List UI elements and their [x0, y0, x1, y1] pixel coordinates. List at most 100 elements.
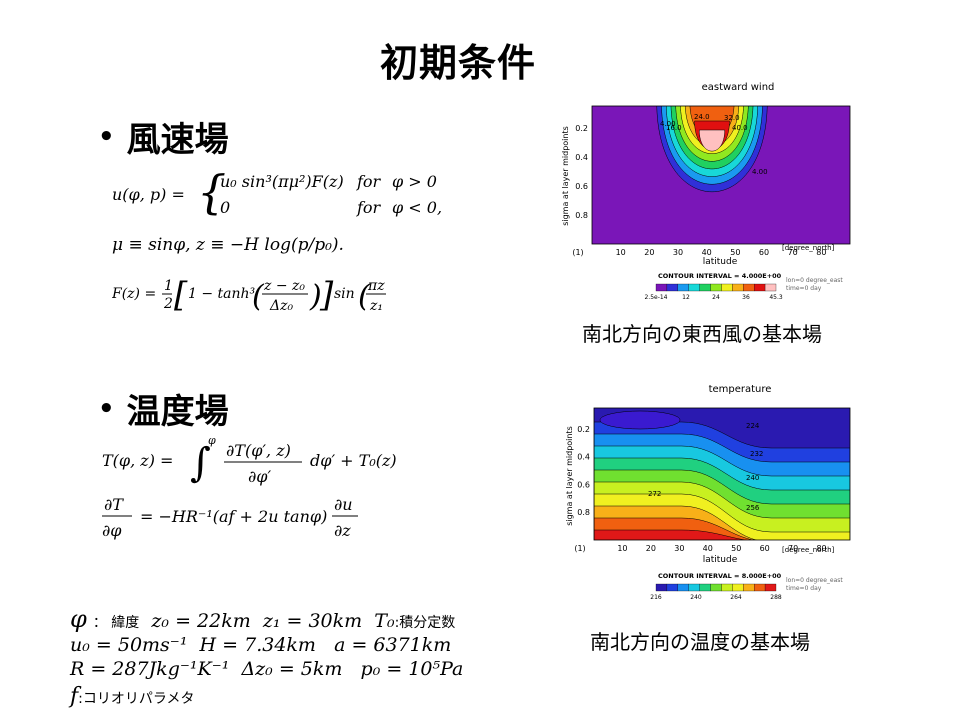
svg-text:T(φ, z) =: T(φ, z) = [102, 451, 173, 470]
svg-text:∂φ′: ∂φ′ [248, 467, 271, 486]
x-tick-label: 10 [617, 544, 627, 553]
colorbar-swatch [710, 283, 722, 292]
svg-text:∂u: ∂u [334, 495, 353, 514]
colorbar-swatch [732, 583, 744, 592]
svg-text:z − z₀: z − z₀ [263, 278, 305, 294]
param-phi: φ [70, 605, 87, 633]
colorbar-label: 216 [650, 594, 662, 601]
x-axis-label: latitude [703, 555, 738, 565]
svg-text:∂T(φ′, z): ∂T(φ′, z) [226, 441, 291, 460]
param-p0: p₀ = 10⁵Pa [360, 658, 464, 680]
colorbar-swatch [743, 283, 755, 292]
colorbar-swatch [732, 283, 744, 292]
colorbar-label: 288 [770, 594, 782, 601]
svg-text:πz: πz [367, 278, 385, 294]
plot-frame [591, 105, 851, 245]
bullet-wind-label: 風速場 [126, 120, 229, 160]
param-z0: z₀ = 22km [151, 610, 251, 632]
svg-text:for: for [356, 198, 382, 217]
colorbar-swatch [754, 583, 766, 592]
bullet-dot: • [98, 393, 115, 424]
param-H: H = 7.34km [199, 634, 316, 656]
svg-text:Δz₀: Δz₀ [269, 298, 293, 314]
svg-text:0: 0 [220, 198, 230, 217]
colorbar-swatch [699, 283, 711, 292]
equation-mu-svg: μ ≡ sinφ, z ≡ −H log(p/p₀). [112, 235, 344, 255]
x-tick-label: 30 [674, 544, 684, 553]
y-tick-label: 0.6 [575, 182, 588, 191]
colorbar-label: 2.5e-14 [644, 294, 667, 301]
param-row-3: R = 287Jkg⁻¹K⁻¹ Δz₀ = 5km p₀ = 10⁵Pa [70, 658, 463, 680]
colorbar-swatch [710, 583, 722, 592]
param-T0-label: :積分定数 [394, 615, 456, 631]
meta-time: time=0 day [786, 585, 822, 592]
svg-text:1: 1 [164, 278, 173, 294]
param-z1: z₁ = 30km [262, 610, 363, 632]
param-row-1: φ ： 緯度 z₀ = 22km z₁ = 30km T₀:積分定数 [70, 605, 455, 633]
x-tick-label: 50 [731, 544, 741, 553]
caption-wind: 南北方向の東西風の基本場 [582, 322, 822, 346]
svg-text:): ) [309, 279, 322, 314]
svg-text:2: 2 [163, 296, 173, 312]
param-a: a = 6371km [334, 634, 452, 656]
svg-text:u₀ sin³(πμ²)F(z): u₀ sin³(πμ²)F(z) [220, 172, 344, 191]
y-tick-label: 0.6 [577, 480, 590, 489]
x-ticks: (1) 10 20 30 40 50 60 70 80 [574, 544, 826, 553]
colorbar: 216 240 264 288 [650, 583, 782, 601]
colorbar-label: 45.3 [769, 294, 783, 301]
plot-title: eastward wind [702, 82, 775, 93]
equation-dTdphi: ∂T ∂φ = −HR⁻¹(af + 2u tanφ) ∂u ∂z [102, 490, 422, 549]
bullet-wind: • 風速場 [98, 112, 229, 161]
x-unit-label: [degree_north] [782, 244, 835, 252]
contour-band [699, 129, 725, 152]
svg-text:∫: ∫ [190, 440, 211, 486]
meta-lon: lon=0 degree_east [786, 577, 843, 584]
colorbar-swatch [754, 283, 766, 292]
param-row-2: u₀ = 50ms⁻¹ H = 7.34km a = 6371km [70, 634, 451, 656]
temperature-contours [594, 408, 850, 540]
svg-text:∂T: ∂T [104, 495, 124, 514]
equation-u: u(φ, p) = { u₀ sin³(πμ²)F(z) for φ > 0 0… [112, 165, 462, 229]
colorbar-swatch [666, 583, 678, 592]
x-tick-label: 30 [673, 248, 683, 257]
param-T0: T₀ [374, 610, 395, 632]
colorbar-label: 264 [730, 594, 742, 601]
temperature-plot: temperature sigma at layer midpoints 0.2… [565, 384, 851, 601]
param-row-4: f:コリオリパラメタ [70, 684, 194, 709]
y-tick-label: 0.4 [577, 453, 590, 462]
colorbar-swatch [764, 283, 777, 292]
slide-title: 初期条件 [379, 41, 536, 85]
y-ticks: 0.2 0.4 0.6 0.8 [575, 124, 588, 220]
bullet-dot: • [98, 121, 115, 152]
caption-temp: 南北方向の温度の基本場 [590, 630, 810, 654]
svg-text:φ: φ [208, 434, 216, 447]
param-phi-label: ： 緯度 [92, 615, 140, 631]
svg-text:u(φ, p) =: u(φ, p) = [112, 185, 185, 204]
y-tick-label: 0.8 [575, 211, 588, 220]
colorbar-swatch [655, 283, 668, 292]
contour-interval: CONTOUR INTERVAL = 8.000E+00 [658, 572, 782, 580]
y-tick-label: 0.8 [577, 508, 590, 517]
colorbar-swatch [677, 583, 689, 592]
colorbar-swatch [764, 583, 777, 592]
plot-frame [593, 407, 851, 541]
contour-labels: 224 232 240 256 272 [648, 422, 763, 512]
param-f: f [70, 684, 79, 709]
contour-cell [599, 410, 681, 430]
wind-contours [656, 106, 768, 192]
colorbar-label: 36 [742, 294, 750, 301]
contour-band [594, 529, 748, 540]
svg-text:for: for [356, 172, 382, 191]
y-tick-label: 0.2 [577, 425, 590, 434]
contour-label: 272 [648, 490, 661, 498]
equation-T: T(φ, z) = ∫ φ ∂T(φ′, z) ∂φ′ dφ′ + T₀(z) [102, 430, 422, 494]
y-tick-label: 0.4 [575, 153, 588, 162]
svg-text:sin: sin [334, 286, 355, 302]
svg-text:z₁: z₁ [369, 298, 383, 314]
colorbar-swatch [655, 583, 668, 592]
x-tick-label: 80 [816, 248, 826, 257]
colorbar-swatch [688, 583, 700, 592]
colorbar-swatch [743, 583, 755, 592]
equation-mu: μ ≡ sinφ, z ≡ −H log(p/p₀). [112, 230, 412, 265]
meta-time: time=0 day [786, 285, 822, 292]
